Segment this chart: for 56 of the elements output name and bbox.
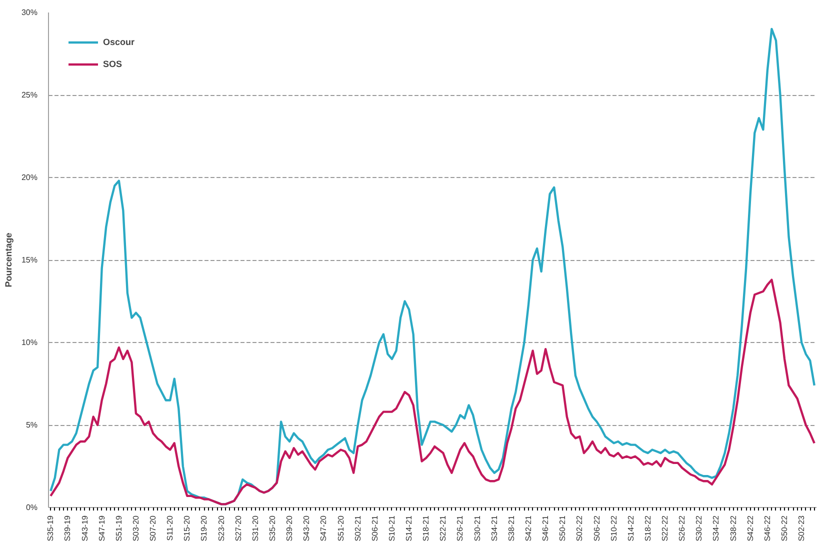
x-tick-label: S30-22 xyxy=(694,514,704,542)
x-tick-label: S39-19 xyxy=(63,514,72,542)
x-tick-label: S07-20 xyxy=(148,514,158,542)
y-tick-label: 0% xyxy=(26,503,38,512)
x-tick-label: S26-21 xyxy=(456,514,465,542)
x-tick-label: S18-22 xyxy=(643,514,652,542)
x-tick-label: S18-21 xyxy=(422,514,431,542)
x-tick-label: S22-22 xyxy=(660,514,670,542)
y-tick-label: 15% xyxy=(21,256,38,264)
x-tick-label: S47-19 xyxy=(97,514,106,542)
x-tick-label: S50-21 xyxy=(558,514,568,542)
x-tick-label: S46-21 xyxy=(541,514,550,542)
x-tick-label: S39-20 xyxy=(285,514,294,542)
legend-label: Oscour xyxy=(103,37,135,47)
y-axis-title: Pourcentage xyxy=(3,232,14,288)
x-tick-label: S38-22 xyxy=(728,514,738,542)
x-tick-label: S22-21 xyxy=(438,514,448,542)
x-tick-label: S42-21 xyxy=(524,514,533,542)
x-tick-label: S27-20 xyxy=(234,514,243,542)
x-tick-label: S11-20 xyxy=(166,514,175,541)
y-tick-label: 20% xyxy=(21,173,38,182)
x-tick-label: S51-20 xyxy=(336,514,346,542)
x-tick-label: S03-20 xyxy=(131,514,140,542)
x-tick-label: S50-22 xyxy=(780,514,789,542)
x-tick-label: S06-21 xyxy=(370,514,380,542)
x-tick-label: S34-21 xyxy=(490,514,499,542)
x-tick-label: S14-21 xyxy=(404,514,414,542)
x-tick-label: S23-20 xyxy=(216,514,226,542)
x-tick-label: S10-22 xyxy=(609,514,618,542)
y-tick-label: 25% xyxy=(21,90,38,100)
x-tick-label: S14-22 xyxy=(626,514,636,542)
y-tick-label: 5% xyxy=(26,420,38,430)
x-tick-label: S38-21 xyxy=(506,514,516,542)
x-tick-label: S31-20 xyxy=(250,514,260,542)
x-tick-label: S26-22 xyxy=(678,514,687,542)
x-tick-label: S30-21 xyxy=(472,514,482,542)
x-tick-label: S35-19 xyxy=(46,514,56,542)
x-tick-label: S47-20 xyxy=(319,514,328,542)
x-tick-label: S34-22 xyxy=(712,514,721,542)
x-tick-label: S46-22 xyxy=(762,514,772,542)
x-tick-label: S19-20 xyxy=(200,514,209,542)
x-tick-label: S10-21 xyxy=(387,514,396,542)
x-tick-label: S35-20 xyxy=(268,514,277,542)
x-tick-label: S42-22 xyxy=(746,514,755,542)
x-tick-label: S06-22 xyxy=(592,514,602,542)
x-tick-label: S43-20 xyxy=(302,514,312,542)
x-tick-label: S02-23 xyxy=(797,514,806,542)
x-tick-label: S43-19 xyxy=(80,514,90,542)
legend-label: SOS xyxy=(103,59,123,69)
x-tick-label: S51-19 xyxy=(114,514,124,542)
x-tick-label: S02-22 xyxy=(575,514,584,542)
x-tick-label: S15-20 xyxy=(182,514,192,542)
line-series xyxy=(50,278,816,506)
y-tick-label: 30% xyxy=(21,8,38,17)
x-tick-label: S02-21 xyxy=(353,514,362,542)
y-tick-label: 10% xyxy=(21,338,38,347)
